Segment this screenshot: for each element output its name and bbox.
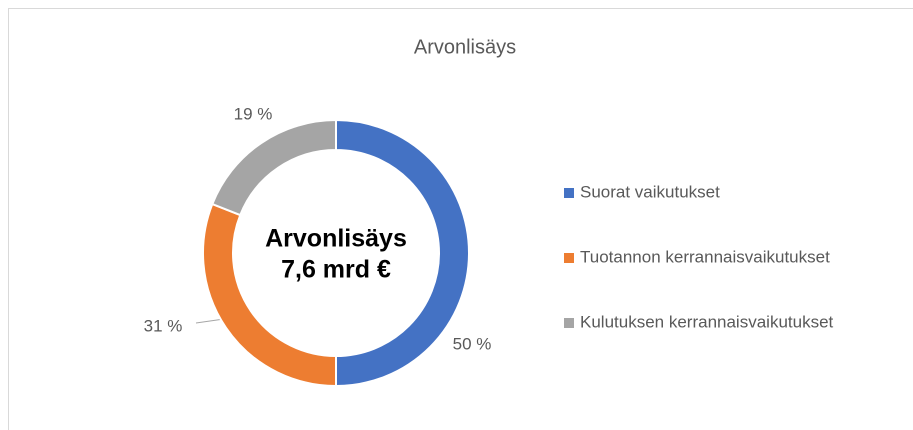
- legend-label: Tuotannon kerrannaisvaikutukset: [580, 247, 830, 266]
- legend-label: Kulutuksen kerrannaisvaikutukset: [580, 312, 834, 331]
- center-label: Arvonlisäys: [265, 225, 407, 253]
- data-label: 50 %: [453, 334, 492, 353]
- chart-title: Arvonlisäys: [414, 36, 516, 58]
- data-label: 31 %: [144, 316, 183, 335]
- legend-swatch: [564, 253, 574, 263]
- center-label: 7,6 mrd €: [281, 256, 391, 284]
- donut-segment: [211, 118, 337, 217]
- legend-label: Suorat vaikutukset: [580, 182, 720, 201]
- legend-swatch: [564, 188, 574, 198]
- donut-segment: [335, 118, 470, 388]
- data-label: 19 %: [234, 104, 273, 123]
- legend-swatch: [564, 318, 574, 328]
